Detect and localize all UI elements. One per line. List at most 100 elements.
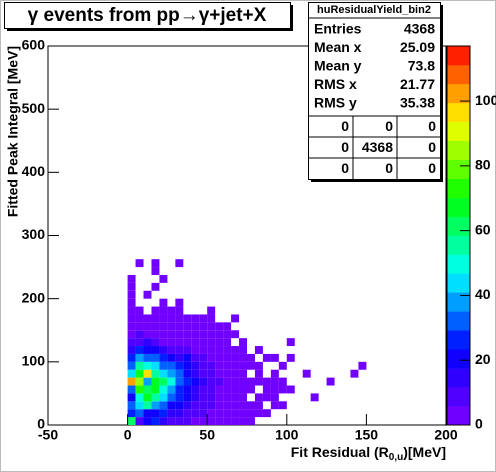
cell [239, 369, 247, 378]
cell [191, 417, 200, 425]
cell [270, 369, 279, 378]
cell [270, 377, 279, 386]
cell [143, 330, 152, 339]
cell [223, 377, 232, 386]
cell [231, 346, 240, 354]
cell [183, 369, 192, 378]
cell [127, 290, 136, 299]
cell [247, 409, 255, 418]
cell [127, 385, 136, 394]
cell [175, 314, 184, 323]
stats-value: 21.77 [400, 76, 435, 92]
cell [175, 361, 184, 370]
cell [199, 346, 208, 354]
cell [231, 417, 240, 425]
cell [223, 409, 232, 418]
cell [326, 377, 335, 386]
cell [199, 314, 208, 323]
y-tick-label: 500 [22, 100, 46, 116]
z-tick-label: 40 [475, 286, 491, 302]
cell [278, 401, 287, 410]
cell [199, 401, 208, 410]
cell [215, 385, 224, 394]
cell [223, 361, 232, 370]
cell [207, 393, 216, 402]
cell [167, 330, 176, 339]
z-tick-label: 20 [475, 351, 491, 367]
cell [143, 417, 152, 425]
stats-label: Mean y [314, 58, 362, 74]
cell [183, 385, 192, 394]
cell [207, 330, 216, 339]
cell [239, 338, 247, 347]
cell [191, 322, 200, 331]
cell [159, 346, 168, 354]
cell [135, 338, 144, 347]
cell [191, 353, 200, 362]
cell [135, 259, 144, 268]
cell [151, 267, 160, 275]
stats-label: RMS x [314, 76, 357, 92]
cell [207, 353, 216, 362]
cell [159, 417, 168, 425]
cell [127, 330, 136, 339]
cell [175, 322, 184, 331]
cell [239, 417, 247, 425]
cell [278, 377, 287, 386]
cell [135, 377, 144, 386]
stats-label: Entries [314, 21, 362, 37]
x-label-main: Fit Residual (R [291, 444, 389, 460]
cell [207, 409, 216, 418]
cell [231, 361, 240, 370]
stats-grid-value: 0 [428, 160, 436, 176]
z-tick-label: 80 [475, 157, 491, 173]
cell [215, 346, 224, 354]
cell [199, 322, 208, 331]
x-label-sub: 0,u [389, 452, 403, 463]
cell [183, 346, 192, 354]
cell [199, 369, 208, 378]
y-tick-label: 0 [37, 416, 45, 432]
cell [191, 346, 200, 354]
cell [183, 361, 192, 370]
stats-value: 25.09 [400, 39, 435, 55]
stats-frame [308, 2, 441, 180]
stats-value: 4368 [404, 21, 435, 37]
stats-value: 35.38 [400, 95, 435, 111]
cell [151, 282, 160, 291]
palette-band [447, 83, 470, 104]
cell [143, 338, 152, 347]
cell [262, 385, 271, 394]
cell [231, 401, 240, 410]
cell [175, 306, 184, 315]
cell [127, 353, 136, 362]
cell [175, 353, 184, 362]
cell [135, 322, 144, 331]
cell [262, 409, 271, 418]
cell [159, 274, 168, 283]
cell [159, 330, 168, 339]
x-tick-label: -50 [38, 427, 58, 443]
cell [207, 361, 216, 370]
cell [175, 377, 184, 386]
palette-frame [446, 45, 471, 426]
palette-band [447, 311, 470, 331]
cell [135, 353, 144, 362]
cell [143, 401, 152, 410]
cell [215, 353, 224, 362]
stats-grid-value: 0 [428, 139, 436, 155]
cell [175, 298, 184, 307]
cell [215, 338, 224, 347]
cells [127, 259, 367, 425]
cell [143, 322, 152, 331]
cell [127, 377, 136, 386]
cell [175, 417, 184, 425]
cell [262, 377, 271, 386]
palette-band [447, 159, 470, 179]
y-tick-label: 200 [22, 289, 46, 305]
cell [183, 417, 192, 425]
cell [247, 377, 255, 386]
cell [199, 417, 208, 425]
stats-grid-value: 0 [385, 160, 393, 176]
cell [143, 385, 152, 394]
